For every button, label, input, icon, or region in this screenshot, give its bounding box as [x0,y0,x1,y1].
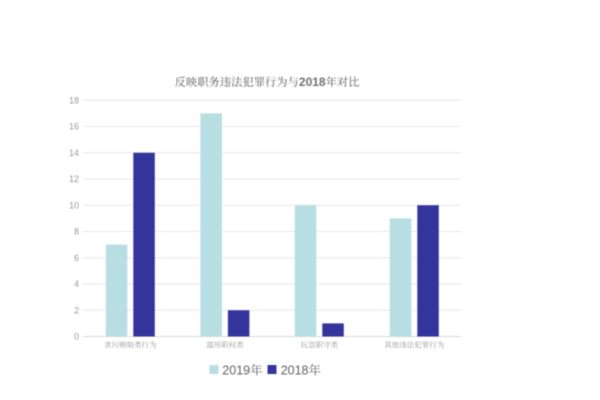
svg-text:16: 16 [69,122,79,132]
svg-text:4: 4 [74,279,79,289]
svg-text:2019: 2019 [222,364,250,378]
svg-text:2018: 2018 [281,364,309,378]
svg-text:12: 12 [69,174,79,184]
svg-text:14: 14 [69,148,79,158]
svg-text:8: 8 [74,227,79,237]
svg-text:6: 6 [74,253,79,263]
svg-text:0: 0 [74,332,79,342]
svg-text:2018: 2018 [299,75,326,89]
svg-text:18: 18 [69,95,79,105]
svg-text:10: 10 [69,200,79,210]
svg-text:2: 2 [74,305,79,315]
